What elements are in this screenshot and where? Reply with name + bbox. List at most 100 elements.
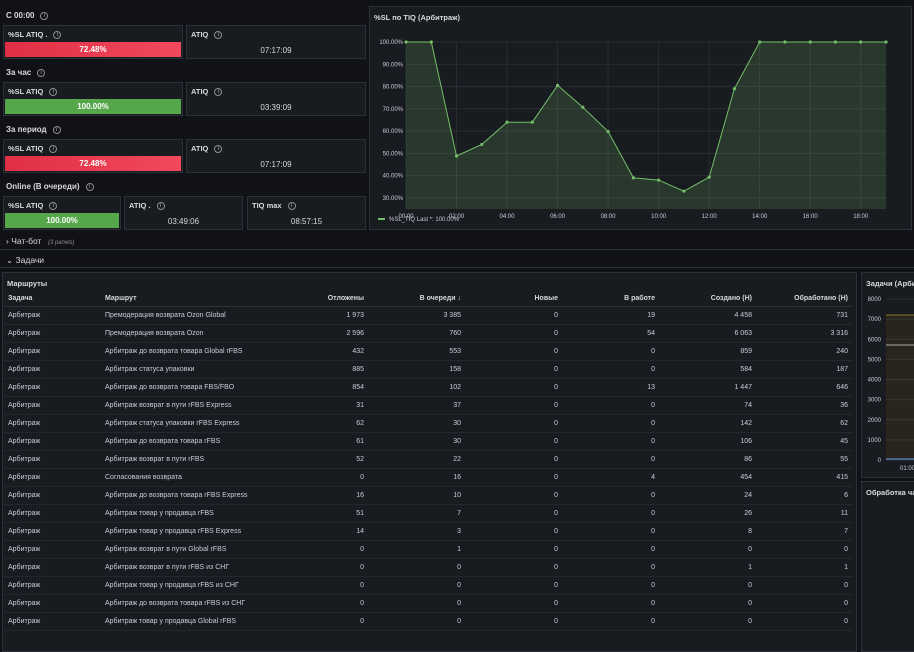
sl-tiq-chart[interactable]: 100.00% 90.00% 80.00% 70.00% 60.00% 50.00% 40.… [370,7,911,229]
info-icon[interactable]: i [214,88,223,97]
cell-in-progress: 0 [562,522,659,541]
cell-route: Арбитраж возврат в пути rFBS [101,450,271,469]
info-icon[interactable]: i [40,11,49,20]
cell-processed: 11 [756,504,852,523]
column-header-route[interactable]: Маршрут [101,290,271,307]
cell-deferred: 31 [271,396,368,415]
column-header-created[interactable]: Создано (Н) [659,290,756,307]
cell-in-progress: 0 [562,540,659,559]
table-row[interactable]: Арбитраж Арбитраж товар у продавца Global… [4,612,852,631]
cell-task: Арбитраж [4,414,101,433]
table-row[interactable]: Арбитраж Премодерация возврата Ozon 2 596 7… [4,324,852,343]
table-row[interactable]: Арбитраж Согласования возврата 0 16 0 4 454 415 [4,468,852,487]
row-chatbot-label: Чат-бот [11,236,42,246]
cell-new: 0 [465,486,562,505]
info-icon[interactable]: i [37,68,46,77]
column-header-queue[interactable]: В очереди ↓ [368,290,465,307]
stat-sl-atiq-hour: %SL ATIQ i 100.00% [3,82,183,116]
y-tick-label: 3000 [868,398,882,404]
cell-queue: 0 [368,558,465,577]
cell-in-progress: 0 [562,504,659,523]
table-row[interactable]: Арбитраж Арбитраж до возврата товара FBS/… [4,378,852,397]
table-row[interactable]: Арбитраж Арбитраж статуса упаковки rFBS E… [4,414,852,433]
cell-created: 26 [659,504,756,523]
chart-legend[interactable]: %SL_TIQ Last *: 100.00% [378,217,459,223]
column-header-task[interactable]: Задача [4,290,101,307]
table-row[interactable]: Арбитраж Арбитраж статуса упаковки 885 158 0… [4,360,852,379]
tasks-arb-chart[interactable]: 8000 7000 6000 5000 4000 3000 2000 1000 0 01:00 [862,273,914,478]
cell-task: Арбитраж [4,342,101,361]
stat-title: %SL ATIQ i [8,144,58,154]
cell-task: Арбитраж [4,378,101,397]
table-row[interactable]: Арбитраж Арбитраж товар у продавца rFBS 51… [4,504,852,523]
y-tick-label: 4000 [868,378,882,384]
column-header-deferred[interactable]: Отложены [271,290,368,307]
info-icon[interactable]: i [53,31,62,40]
cell-processed: 36 [756,396,852,415]
stat-title: ATIQ i [191,87,223,97]
chart-title: %SL по TIQ (Арбитраж) [374,13,460,22]
cell-queue: 553 [368,342,465,361]
cell-new: 0 [465,306,562,325]
row-chatbot[interactable]: › Чат-бот (3 panels) [6,236,75,246]
processing-title: Обработка ча [866,488,914,497]
stat-atiq-online: ATIQ .i 03:49:06 [124,196,243,230]
table-row[interactable]: Арбитраж Арбитраж возврат в пути rFBS Exp… [4,396,852,415]
info-icon[interactable]: i [49,88,58,97]
cell-queue: 3 [368,522,465,541]
info-icon[interactable]: i [49,202,58,211]
cell-created: 0 [659,594,756,613]
cell-route: Премодерация возврата Ozon Global [101,306,271,325]
data-point [404,40,408,44]
cell-route: Арбитраж товар у продавца rFBS [101,504,271,523]
cell-queue: 0 [368,576,465,595]
y-tick-label: 8000 [868,297,882,303]
cell-in-progress: 0 [562,486,659,505]
column-header-processed[interactable]: Обработано (Н) [756,290,852,307]
cell-queue: 37 [368,396,465,415]
column-header-in-progress[interactable]: В работе [562,290,659,307]
table-row[interactable]: Арбитраж Арбитраж товар у продавца rFBS E… [4,522,852,541]
info-icon[interactable]: i [85,182,94,191]
table-row[interactable]: Арбитраж Арбитраж товар у продавца rFBS и… [4,576,852,595]
cell-route: Арбитраж возврат в пути rFBS из СНГ [101,558,271,577]
cell-task: Арбитраж [4,324,101,343]
info-icon[interactable]: i [156,202,165,211]
table-row[interactable]: Арбитраж Арбитраж возврат в пути Global r… [4,540,852,559]
table-row[interactable]: Арбитраж Арбитраж до возврата товара Glob… [4,342,852,361]
table-row[interactable]: Арбитраж Арбитраж возврат в пути rFBS 52 22… [4,450,852,469]
cell-new: 0 [465,594,562,613]
info-icon[interactable]: i [214,31,223,40]
data-point [884,40,888,44]
info-icon[interactable]: i [214,145,223,154]
processing-panel: Обработка ча [861,481,914,652]
cell-created: 24 [659,486,756,505]
routes-title: Маршруты [7,279,48,288]
info-icon[interactable]: i [52,125,61,134]
table-row[interactable]: Арбитраж Премодерация возврата Ozon Globa… [4,306,852,325]
stat-value: 100.00% [5,99,181,114]
cell-created: 4 458 [659,306,756,325]
cell-in-progress: 0 [562,396,659,415]
table-row[interactable]: Арбитраж Арбитраж до возврата товара rFBS… [4,486,852,505]
cell-new: 0 [465,576,562,595]
row-tasks[interactable]: ⌄ Задачи [6,255,44,266]
info-icon[interactable]: i [49,145,58,154]
table-row[interactable]: Арбитраж Арбитраж до возврата товара rFBS… [4,432,852,451]
cell-route: Арбитраж товар у продавца Global rFBS [101,612,271,631]
data-point [808,40,812,44]
cell-processed: 0 [756,612,852,631]
table-header-row: Задача Маршрут Отложены В очереди ↓ Новы… [4,290,852,307]
stat-value: 72.48% [5,156,181,171]
stat-value: 07:17:09 [260,160,292,169]
table-row[interactable]: Арбитраж Арбитраж возврат в пути rFBS из … [4,558,852,577]
table-row[interactable]: Арбитраж Арбитраж до возврата товара rFBS… [4,594,852,613]
cell-queue: 10 [368,486,465,505]
cell-processed: 3 316 [756,324,852,343]
info-icon[interactable]: i [287,202,296,211]
data-point [505,120,509,124]
column-header-new[interactable]: Новые [465,290,562,307]
cell-created: 74 [659,396,756,415]
cell-processed: 7 [756,522,852,541]
stat-atiq-hour: ATIQ i 03:39:09 [186,82,366,116]
